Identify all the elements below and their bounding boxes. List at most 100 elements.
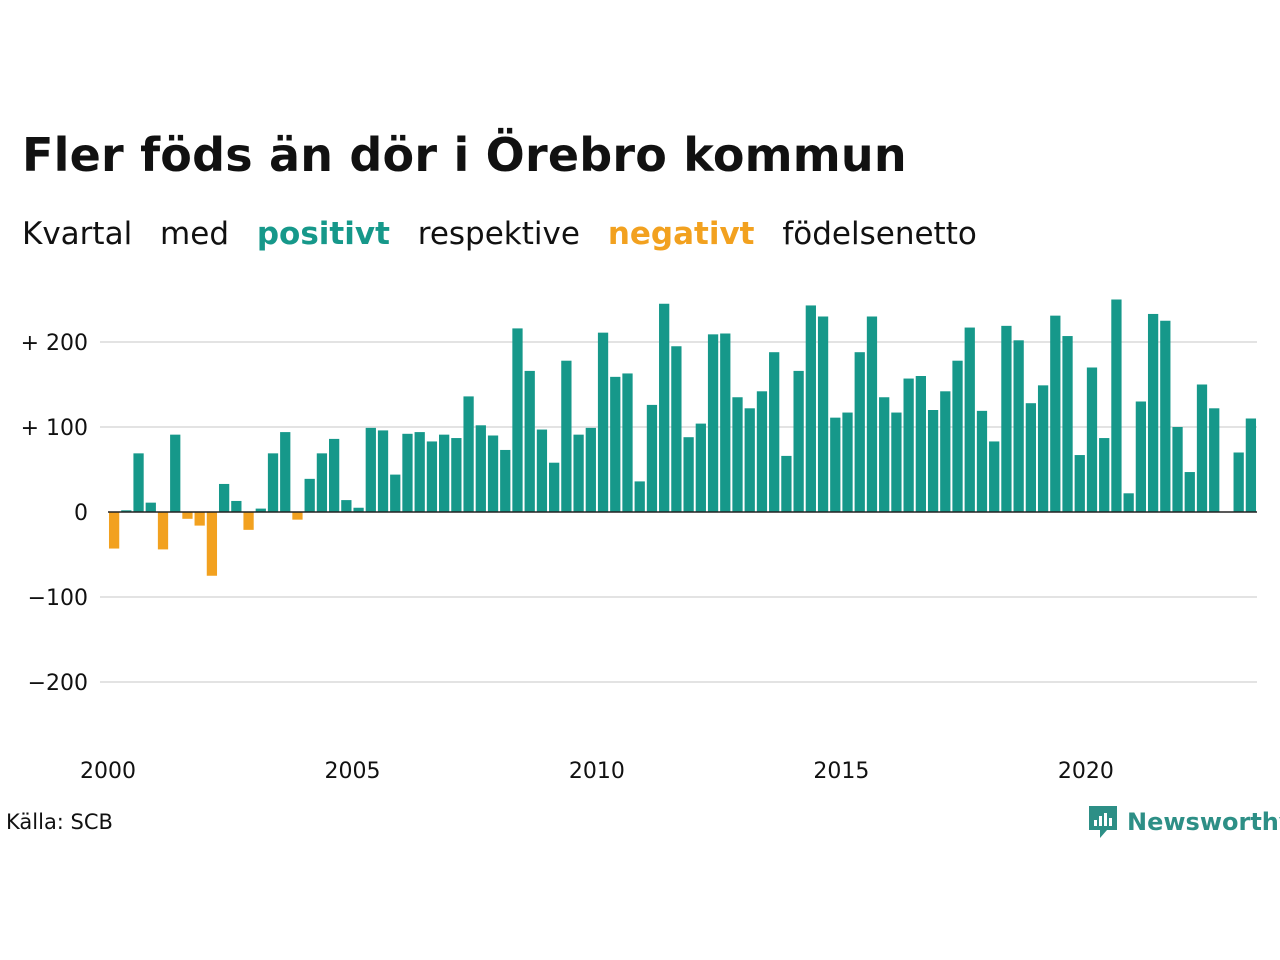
brand-logo[interactable]: Newsworthy [1087, 804, 1280, 840]
bar [1050, 315, 1061, 512]
bar [915, 376, 926, 512]
bar [781, 455, 792, 512]
bar [1123, 493, 1134, 512]
y-tick-label: −100 [28, 586, 88, 611]
bar [267, 453, 279, 512]
bar [451, 438, 462, 512]
subtitle-word-respektive: respektive [417, 216, 580, 252]
bar [561, 360, 572, 512]
bar [341, 500, 352, 512]
bar [817, 316, 829, 512]
subtitle-word-med: med [160, 216, 229, 252]
bar [170, 434, 181, 512]
bar [964, 327, 975, 512]
bar [1037, 385, 1049, 512]
bar [732, 397, 743, 512]
bar [145, 502, 156, 512]
bar [365, 427, 376, 512]
bar [1172, 427, 1183, 512]
bar [1062, 336, 1073, 512]
bar [218, 483, 230, 512]
bar [1013, 340, 1024, 512]
y-tick-label: −200 [28, 671, 88, 696]
bar [903, 378, 914, 512]
x-axis-tick-labels: 2000 2005 2010 2015 2020 [80, 759, 1114, 784]
bar [1135, 401, 1147, 512]
bar [659, 303, 670, 512]
bar [830, 417, 841, 512]
bar [231, 500, 242, 512]
bar [1184, 472, 1195, 512]
subtitle-word-fodelsenetto: födelsenetto [782, 216, 977, 252]
bar [854, 352, 865, 512]
bar [671, 346, 682, 512]
bar [866, 316, 878, 512]
bar [206, 512, 218, 576]
bar [695, 423, 706, 512]
bar [1196, 384, 1208, 512]
bar [744, 408, 755, 512]
bar [634, 481, 645, 512]
bar [1086, 367, 1098, 512]
x-tick-label: 2015 [813, 759, 869, 784]
bar [243, 512, 254, 530]
bar [891, 412, 902, 512]
source-note: Källa: SCB [6, 810, 113, 834]
bar [280, 432, 291, 512]
newsworthy-logo-icon [1089, 806, 1117, 838]
bar [157, 512, 169, 550]
brand-name: Newsworthy [1127, 808, 1280, 836]
bar [549, 462, 560, 512]
bar [108, 512, 120, 549]
y-tick-label: 0 [74, 501, 88, 526]
bar [1245, 418, 1257, 512]
bar [304, 478, 315, 512]
subtitle-negative-label: negativt [607, 216, 755, 252]
bar [500, 449, 511, 512]
bar [255, 508, 266, 512]
bar [414, 432, 425, 512]
bar [439, 434, 450, 512]
bar [952, 360, 963, 512]
subtitle-positive-label: positivt [256, 216, 390, 252]
bar [989, 441, 1000, 512]
bar [1160, 320, 1171, 512]
bar [1074, 455, 1085, 512]
bar [610, 376, 621, 512]
y-tick-label: + 100 [21, 416, 88, 441]
bar [292, 512, 303, 520]
bar [133, 453, 144, 512]
bars [108, 299, 1257, 576]
bar [1099, 438, 1110, 512]
chart-title: Fler föds än dör i Örebro kommun [22, 128, 907, 182]
x-tick-label: 2020 [1058, 759, 1114, 784]
bar [487, 435, 499, 512]
bar [683, 437, 694, 512]
bar [842, 412, 853, 512]
x-tick-label: 2005 [324, 759, 380, 784]
bar [597, 332, 609, 512]
bar [976, 410, 988, 512]
bar [769, 352, 780, 512]
bar [573, 434, 584, 512]
bar [927, 410, 939, 512]
bar [756, 391, 768, 512]
bar [377, 430, 389, 512]
chart-subtitle: Kvartal med positivt respektive negativt… [22, 216, 995, 252]
bar [1233, 452, 1244, 512]
bar [475, 425, 486, 512]
y-tick-label: + 200 [21, 331, 88, 356]
bar [646, 404, 658, 512]
bar [1209, 408, 1220, 512]
x-tick-label: 2010 [569, 759, 625, 784]
bar [1147, 313, 1159, 512]
bar [512, 328, 523, 512]
bar [585, 427, 596, 512]
x-tick-label: 2000 [80, 759, 136, 784]
bar [316, 453, 328, 512]
bar [805, 305, 816, 512]
bar [182, 512, 193, 519]
subtitle-word-kvartal: Kvartal [22, 216, 133, 252]
bar [121, 510, 132, 512]
bar [1001, 325, 1012, 512]
